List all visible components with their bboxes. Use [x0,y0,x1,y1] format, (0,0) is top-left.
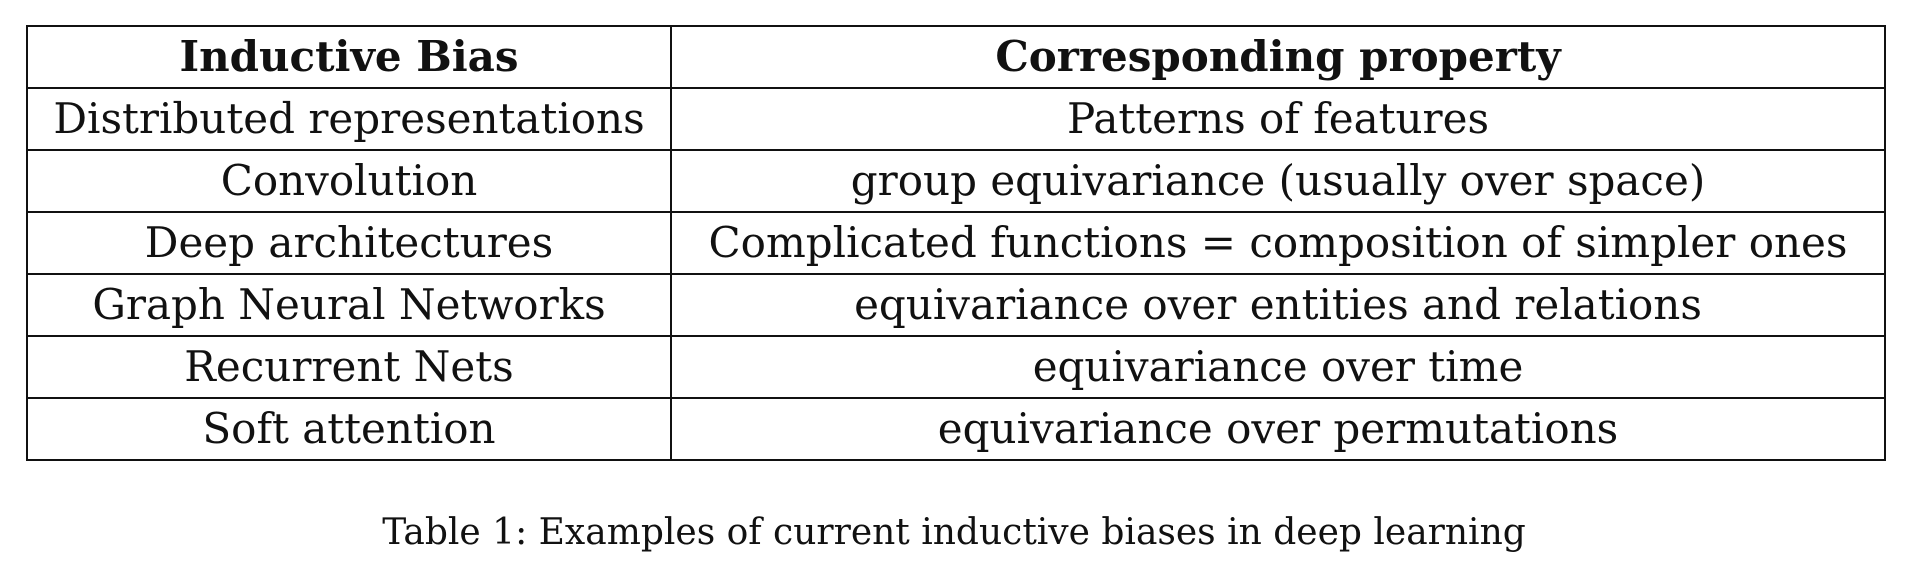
property-cell: group equivariance (usually over space) [670,149,1886,213]
table-container: Inductive Bias Corresponding property Di… [26,25,1886,461]
property-cell: equivariance over entities and relations [670,273,1886,337]
header-row: Inductive Bias Corresponding property [26,25,1886,89]
bias-cell: Soft attention [26,397,672,461]
bias-cell: Deep architectures [26,211,672,275]
bias-cell: Convolution [26,149,672,213]
bias-cell: Recurrent Nets [26,335,672,399]
table-caption: Table 1: Examples of current inductive b… [382,512,1526,553]
bias-cell: Graph Neural Networks [26,273,672,337]
table-body: Distributed representations Patterns of … [26,87,1886,461]
header-corresponding-property: Corresponding property [670,25,1886,89]
table-row: Convolution group equivariance (usually … [26,149,1886,213]
table-row: Graph Neural Networks equivariance over … [26,273,1886,337]
property-cell: equivariance over permutations [670,397,1886,461]
property-cell: Patterns of features [670,87,1886,151]
header-inductive-bias: Inductive Bias [26,25,672,89]
table-row: Distributed representations Patterns of … [26,87,1886,151]
property-cell: equivariance over time [670,335,1886,399]
table-row: Soft attention equivariance over permuta… [26,397,1886,461]
table-header: Inductive Bias Corresponding property [26,25,1886,89]
property-cell: Complicated functions = composition of s… [670,211,1886,275]
inductive-bias-table: Inductive Bias Corresponding property Di… [26,25,1886,461]
table-row: Deep architectures Complicated functions… [26,211,1886,275]
bias-cell: Distributed representations [26,87,672,151]
table-row: Recurrent Nets equivariance over time [26,335,1886,399]
